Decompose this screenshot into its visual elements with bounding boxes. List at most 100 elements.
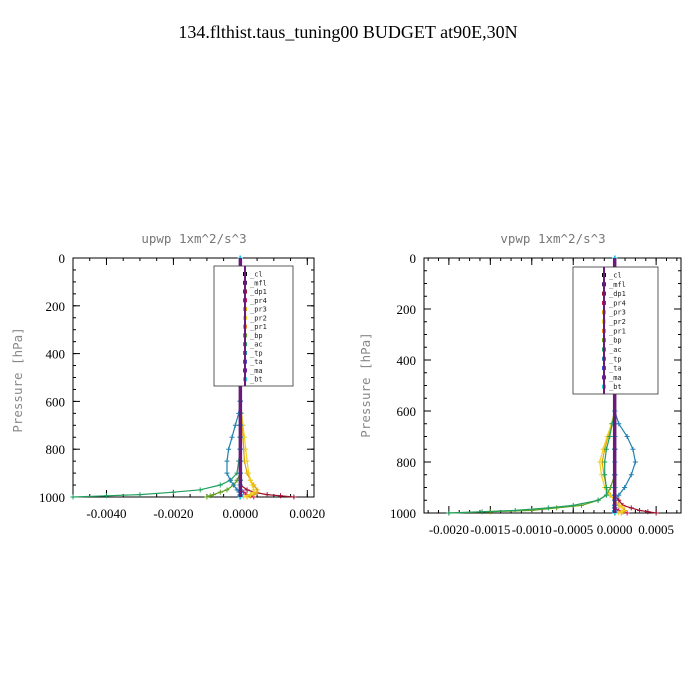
y-tick-label: 1000 [390, 506, 416, 521]
data-point-ac [603, 446, 609, 452]
legend-label: _dp1 [250, 288, 267, 296]
data-point-pr2 [243, 446, 249, 452]
y-tick-label: 0 [59, 251, 66, 266]
data-point-tp [632, 459, 638, 465]
data-point-ac [170, 489, 176, 495]
data-point-tp [622, 485, 628, 490]
data-point-dp1 [264, 492, 270, 498]
legend-label: _bp [609, 337, 622, 345]
data-point-bp [554, 505, 560, 511]
data-point-dp1 [653, 510, 659, 516]
data-point-tp [229, 434, 235, 440]
legend-label: _pr2 [250, 314, 267, 322]
data-point-ac [603, 485, 609, 490]
chart-title: upwp 1xm^2/s^3 [141, 231, 246, 246]
x-tick-label: -0.0015 [470, 522, 510, 537]
data-point-ac [217, 482, 223, 488]
legend-label: _pr1 [609, 327, 626, 335]
legend-label: _ma [609, 374, 622, 382]
legend-label: _tp [250, 349, 263, 357]
y-tick-label: 800 [397, 455, 417, 470]
chart-panel-upwp: upwp 1xm^2/s^3 Pressure [hPa] 0 200 400 600 80… [10, 231, 325, 521]
legend-label: _cl [609, 272, 622, 280]
legend-label: _ta [609, 365, 622, 373]
data-point-bp [211, 492, 217, 498]
data-point-dp1 [291, 494, 297, 500]
y-tick-label: 600 [397, 404, 417, 419]
data-point-pr2 [247, 492, 253, 498]
chart-title: vpwp 1xm^2/s^3 [500, 231, 605, 246]
data-point-tp [226, 446, 232, 452]
y-tick-label: 400 [46, 347, 66, 362]
legend-label: _pr2 [609, 318, 626, 326]
y-tick-label: 800 [46, 442, 66, 457]
legend-label: _pr4 [250, 297, 267, 305]
x-tick-label: -0.0005 [553, 522, 593, 537]
legend-label: _ac [609, 346, 622, 354]
legend-label: _ac [250, 341, 263, 349]
data-point-pr2 [244, 493, 250, 499]
legend-label: _tp [609, 355, 622, 363]
data-point-tp [227, 477, 233, 483]
x-tick-label: 0.0000 [597, 522, 633, 537]
y-tick-label: 200 [397, 302, 417, 317]
data-point-ac [603, 492, 609, 498]
data-point-pr2 [246, 470, 252, 476]
data-point-ac [607, 434, 613, 439]
x-tick-label: -0.0020 [429, 522, 469, 537]
x-tick-label: -0.0020 [153, 506, 193, 521]
legend-label: _cl [250, 271, 263, 279]
data-point-pr2 [249, 482, 255, 488]
legend-label: _mfl [250, 279, 267, 287]
data-point-ac [602, 459, 608, 465]
data-point-dp1 [637, 507, 643, 513]
data-point-ac [512, 507, 518, 513]
x-tick-label: 0.0020 [289, 506, 325, 521]
data-point-tp [231, 482, 237, 488]
data-point-dp1 [244, 487, 250, 493]
data-point-bp [207, 493, 213, 499]
legend-label: _pr3 [609, 309, 626, 317]
data-point-ac [595, 497, 601, 503]
data-point-pr4 [624, 510, 630, 516]
data-point-pr2 [597, 459, 603, 465]
data-point-dp1 [278, 493, 284, 499]
x-tick-label: 0.0005 [638, 522, 674, 537]
data-point-tp [630, 446, 636, 452]
data-point-pr2 [247, 477, 253, 483]
data-point-tp [628, 472, 634, 478]
legend-box [572, 266, 659, 395]
data-point-ac [545, 505, 551, 511]
data-point-ac [479, 509, 485, 515]
data-point-ac [197, 487, 203, 493]
figure-title: 134.flthist.taus_tuning00 BUDGET at90E,3… [178, 22, 517, 42]
y-tick-label: 0 [410, 251, 417, 266]
y-tick-label: 200 [46, 299, 66, 314]
x-tick-label: -0.0040 [86, 506, 126, 521]
data-point-ac [70, 494, 76, 500]
data-point-tp [232, 422, 238, 428]
y-tick-label: 400 [397, 353, 417, 368]
data-point-pr2 [251, 489, 257, 495]
data-point-ac [446, 510, 452, 516]
legend-label: _ta [250, 358, 263, 366]
legend-label: _ma [250, 367, 263, 375]
legend-label: _mfl [609, 281, 626, 289]
data-point-bp [204, 494, 210, 500]
data-point-ac [103, 493, 109, 499]
data-point-dp1 [645, 509, 651, 515]
legend-box [213, 265, 294, 387]
data-point-bp [224, 487, 230, 493]
y-tick-label: 600 [46, 394, 66, 409]
data-point-ac [137, 492, 143, 498]
data-point-pr2 [244, 458, 250, 464]
legend-label: _dp1 [609, 290, 626, 298]
chart-panel-vpwp: vpwp 1xm^2/s^3 Pressure [hPa] 0 200 400 600 80… [358, 231, 682, 537]
legend-label: _pr4 [609, 299, 626, 307]
data-point-bp [217, 489, 223, 495]
data-point-tp [224, 470, 230, 476]
legend-label: _pr1 [250, 323, 267, 331]
legend-label: _bt [250, 376, 263, 384]
x-tick-label: -0.0010 [512, 522, 552, 537]
